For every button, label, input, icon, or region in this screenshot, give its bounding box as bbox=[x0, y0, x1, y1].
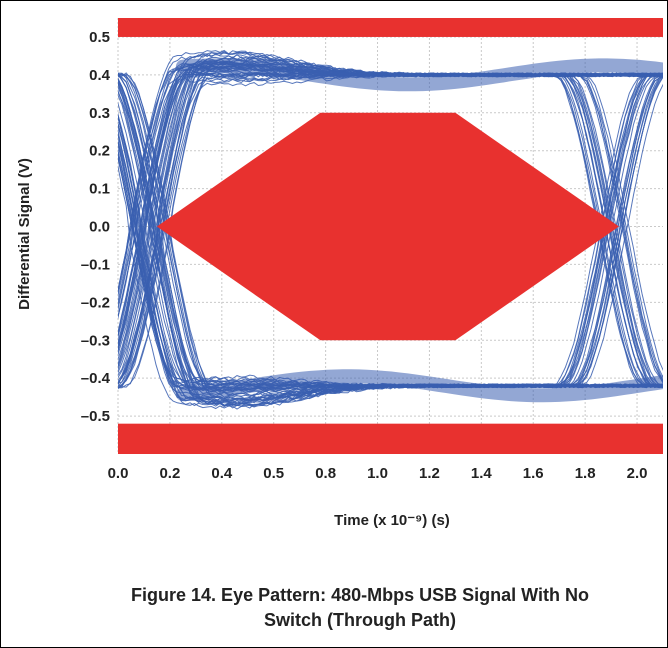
y-tick-label: –0.2 bbox=[81, 294, 110, 311]
x-tick-label: 0.8 bbox=[315, 465, 336, 482]
x-tick-label: 1.0 bbox=[367, 465, 388, 482]
y-tick-label: 0.5 bbox=[89, 29, 110, 46]
x-axis-label: Time (x 10⁻⁹) (s) bbox=[334, 512, 450, 529]
mask-inner-hexagon bbox=[156, 112, 619, 341]
y-tick-label: –0.4 bbox=[81, 370, 111, 387]
y-tick-label: –0.5 bbox=[81, 408, 110, 425]
figure-caption: Figure 14. Eye Pattern: 480-Mbps USB Sig… bbox=[60, 583, 660, 633]
signal-trace bbox=[118, 66, 663, 387]
eye-diagram-chart: 0.0 0.2 0.4 0.5 0.8 1.0 1.2 1.4 1.6 1.8 2.0 0.5 0.4 0… bbox=[16, 18, 663, 529]
x-tick-label: 0.0 bbox=[108, 465, 129, 482]
y-tick-label: –0.3 bbox=[81, 332, 110, 349]
mask-upper-bar bbox=[118, 18, 663, 37]
tick-labels: 0.0 0.2 0.4 0.5 0.8 1.0 1.2 1.4 1.6 1.8 2.0 0.5 0.4 0… bbox=[81, 29, 648, 482]
signal-trace bbox=[118, 72, 663, 393]
y-axis-label: Differential Signal (V) bbox=[16, 158, 33, 310]
x-tick-label: 2.0 bbox=[627, 465, 648, 482]
x-tick-label: 0.2 bbox=[159, 465, 180, 482]
x-tick-label: 1.4 bbox=[471, 465, 493, 482]
caption-line-2: Switch (Through Path) bbox=[264, 610, 456, 630]
x-tick-label: 1.8 bbox=[575, 465, 596, 482]
y-tick-label: 0.4 bbox=[89, 67, 111, 84]
y-tick-label: 0.3 bbox=[89, 105, 110, 122]
signal-level-band bbox=[175, 369, 663, 403]
x-tick-label: 0.4 bbox=[211, 465, 233, 482]
signal-traces bbox=[118, 49, 663, 410]
signal-level-band bbox=[175, 58, 663, 92]
signal-trace bbox=[118, 54, 663, 390]
y-tick-label: 0.0 bbox=[89, 219, 110, 236]
eye-mask bbox=[118, 18, 663, 454]
x-tick-label: 0.5 bbox=[263, 465, 284, 482]
x-tick-label: 1.2 bbox=[419, 465, 440, 482]
mask-lower-bar bbox=[118, 423, 663, 454]
y-tick-label: 0.1 bbox=[89, 181, 110, 198]
y-tick-label: –0.1 bbox=[81, 256, 110, 273]
x-tick-label: 1.6 bbox=[523, 465, 544, 482]
caption-line-1: Figure 14. Eye Pattern: 480-Mbps USB Sig… bbox=[131, 585, 589, 605]
y-tick-label: 0.2 bbox=[89, 143, 110, 160]
